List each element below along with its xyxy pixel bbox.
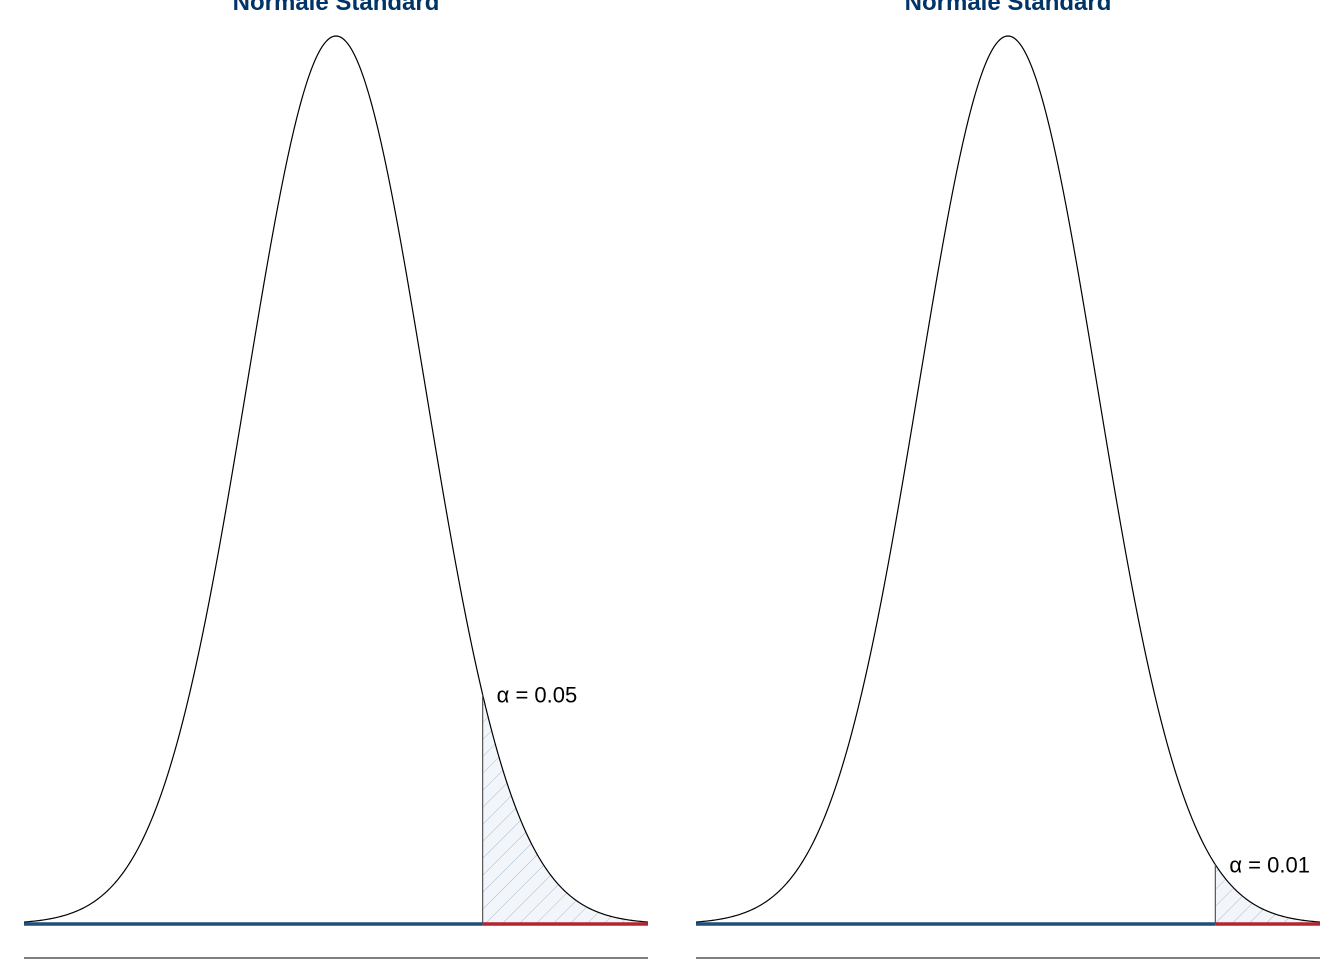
chart-title: Normale Standard	[905, 0, 1112, 16]
rejection-area	[482, 694, 648, 924]
panel-alpha-005: Normale Standard α = 0.05	[23, 0, 649, 959]
alpha-label: α = 0.01	[1229, 853, 1310, 878]
density-curve	[695, 35, 1321, 923]
chart-title: Normale Standard	[233, 0, 440, 16]
alpha-label: α = 0.05	[497, 682, 578, 707]
rejection-area	[1215, 864, 1320, 924]
density-curve	[23, 35, 649, 923]
